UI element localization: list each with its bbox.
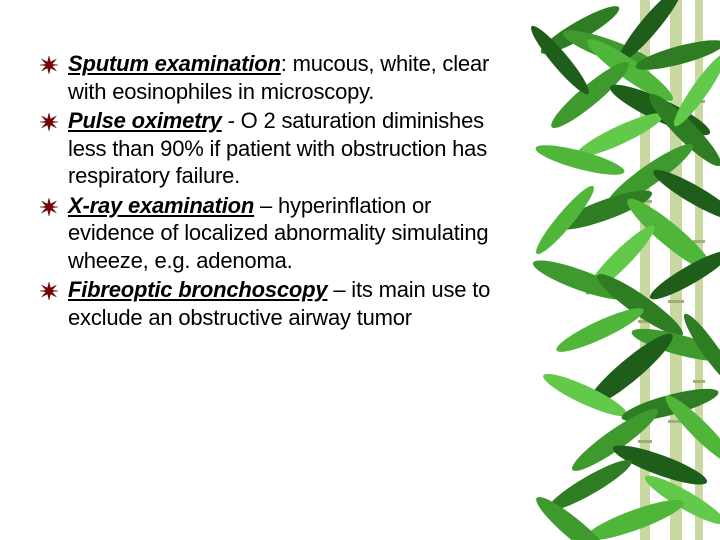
list-item: Fibreoptic bronchoscopy – its main use t…: [40, 276, 520, 331]
list-item: Sputum examination: mucous, white, clear…: [40, 50, 520, 105]
bullet-text: Pulse oximetry - O 2 saturation diminish…: [68, 107, 520, 190]
slide: Sputum examination: mucous, white, clear…: [0, 0, 720, 540]
bullet-text: Sputum examination: mucous, white, clear…: [68, 50, 520, 105]
bullet-list: Sputum examination: mucous, white, clear…: [40, 50, 520, 333]
bullet-text: X-ray examination – hyperinflation or ev…: [68, 192, 520, 275]
bamboo-svg: [520, 0, 720, 540]
bamboo-decoration: [520, 0, 720, 540]
sep: -: [222, 108, 241, 133]
starburst-icon: [40, 56, 58, 74]
term: Sputum examination: [68, 51, 281, 76]
starburst-icon: [40, 282, 58, 300]
list-item: X-ray examination – hyperinflation or ev…: [40, 192, 520, 275]
sep: :: [281, 51, 293, 76]
list-item: Pulse oximetry - O 2 saturation diminish…: [40, 107, 520, 190]
sep: –: [254, 193, 278, 218]
starburst-icon: [40, 113, 58, 131]
starburst-icon: [40, 198, 58, 216]
term: X-ray examination: [68, 193, 254, 218]
bullet-text: Fibreoptic bronchoscopy – its main use t…: [68, 276, 520, 331]
term: Fibreoptic bronchoscopy: [68, 277, 327, 302]
term: Pulse oximetry: [68, 108, 222, 133]
sep: –: [327, 277, 351, 302]
